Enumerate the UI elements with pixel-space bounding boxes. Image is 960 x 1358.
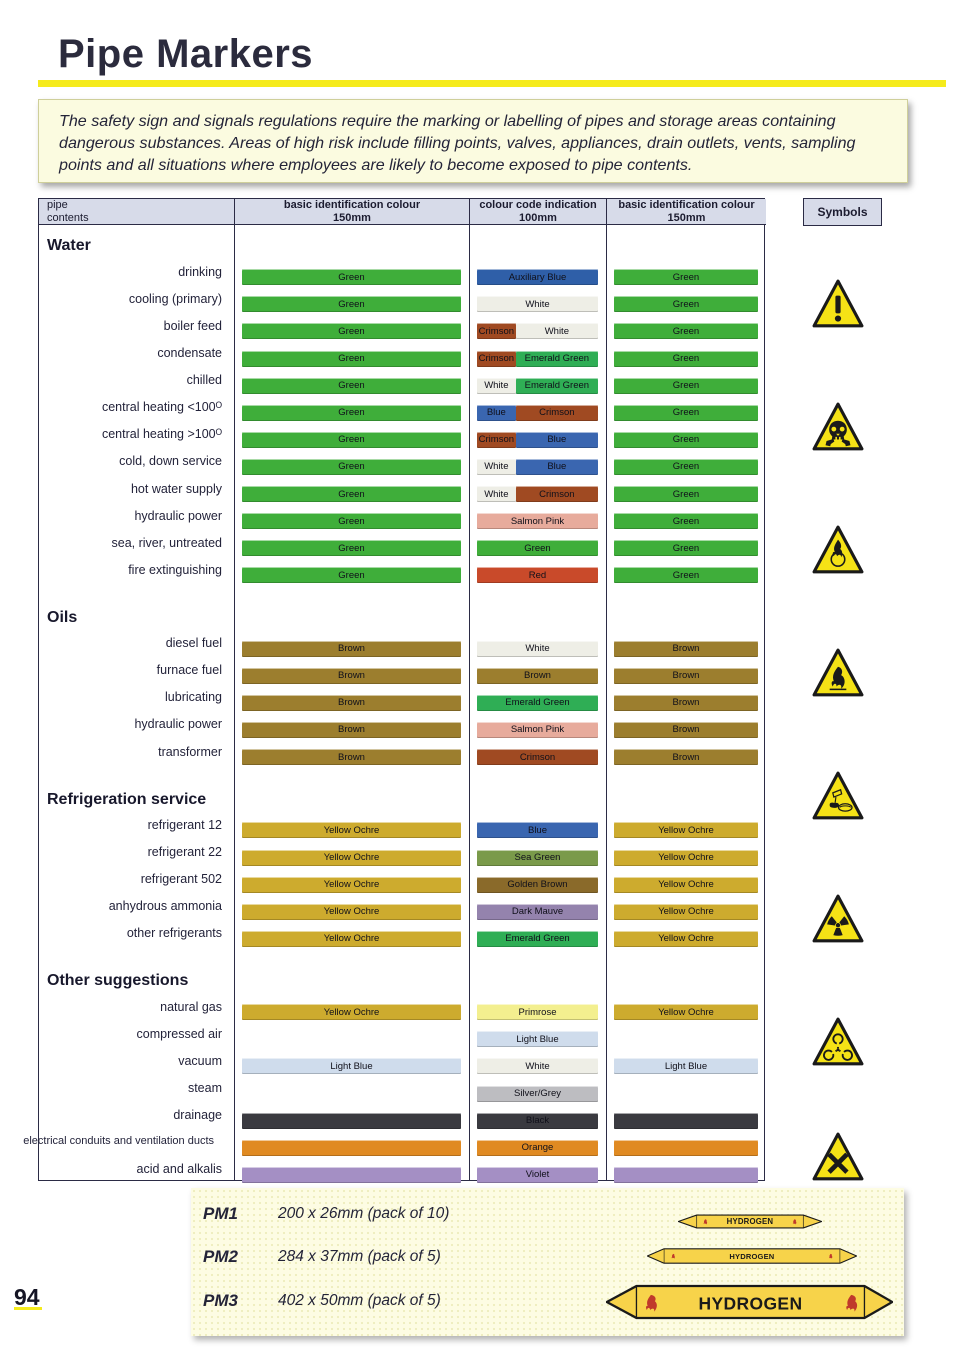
svg-text:HYDROGEN: HYDROGEN [698,1294,802,1314]
svg-text:HYDROGEN: HYDROGEN [727,1217,774,1226]
svg-text:HYDROGEN: HYDROGEN [729,1252,774,1261]
